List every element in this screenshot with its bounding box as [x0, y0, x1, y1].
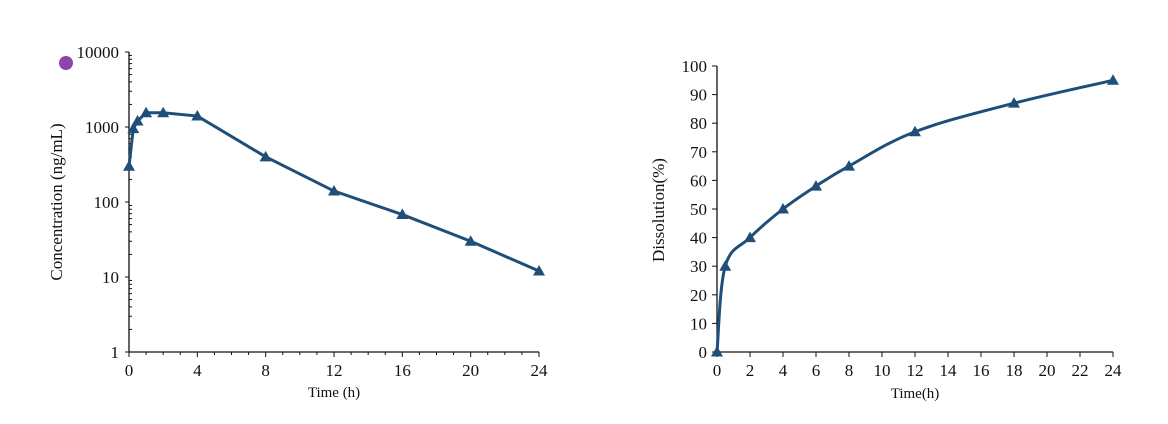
data-point: [131, 115, 144, 126]
y-tick-label: 70: [690, 143, 707, 162]
data-point: [123, 160, 135, 171]
y-tick-label: 10: [102, 268, 119, 287]
y-tick-label: 30: [690, 257, 707, 276]
x-tick-label: 6: [812, 361, 821, 380]
y-tick-label: 20: [690, 286, 707, 305]
y-tick-label: 10: [690, 314, 707, 333]
x-tick-label: 8: [845, 361, 854, 380]
x-tick-label: 14: [940, 361, 958, 380]
x-tick-label: 12: [907, 361, 924, 380]
x-tick-label: 4: [193, 361, 202, 380]
series-line: [715, 78, 1114, 353]
data-point: [711, 346, 723, 357]
x-tick-label: 16: [394, 361, 411, 380]
data-point: [259, 150, 272, 162]
data-point: [909, 125, 921, 137]
y-tick-label: 10000: [77, 43, 120, 62]
data-point: [464, 235, 477, 246]
data-point: [810, 180, 822, 191]
data-point: [533, 265, 545, 276]
x-tick-label: 2: [746, 361, 755, 380]
data-point: [127, 122, 140, 134]
x-tick-label: 8: [261, 361, 270, 380]
y-axis-label: Concentration (ng/mL): [47, 123, 66, 280]
data-point: [1107, 74, 1119, 85]
data-point: [843, 160, 855, 171]
y-tick-label: 1: [111, 343, 120, 362]
x-tick-label: 24: [531, 361, 549, 380]
y-tick-label: 40: [690, 229, 707, 248]
data-point: [191, 110, 204, 121]
x-tick-label: 18: [1006, 361, 1023, 380]
x-tick-label: 0: [125, 361, 134, 380]
x-tick-label: 10: [874, 361, 891, 380]
x-tick-label: 24: [1105, 361, 1123, 380]
data-point: [1008, 97, 1020, 108]
concentration-chart: Time (h) Concentration (ng/mL) 1 10 100 100…: [47, 43, 548, 401]
data-point: [328, 185, 340, 196]
y-tick-label: 80: [690, 114, 707, 133]
y-tick-label: 60: [690, 171, 707, 190]
data-point: [140, 106, 153, 118]
data-point: [719, 260, 732, 271]
y-axis-label: Dissolution(%): [649, 158, 668, 262]
purple-marker-dot: [59, 56, 73, 70]
x-axis-label: Time (h): [308, 385, 360, 401]
y-tick-label: 90: [690, 86, 707, 105]
data-point: [777, 203, 789, 214]
x-tick-label: 20: [1039, 361, 1056, 380]
y-tick-label: 0: [699, 343, 708, 362]
data-point: [744, 231, 756, 243]
dissolution-chart: Time(h) Dissolution(%) 01020304050607080…: [649, 57, 1122, 402]
y-tick-label: 100: [94, 193, 120, 212]
x-axis-label: Time(h): [891, 386, 940, 402]
x-tick-label: 16: [973, 361, 990, 380]
x-tick-label: 4: [779, 361, 788, 380]
x-tick-label: 12: [326, 361, 343, 380]
x-tick-label: 0: [713, 361, 722, 380]
x-tick-label: 20: [462, 361, 479, 380]
x-tick-label: 22: [1072, 361, 1089, 380]
y-tick-label: 100: [682, 57, 708, 76]
data-point: [396, 208, 409, 220]
data-point: [157, 106, 170, 118]
y-tick-label: 50: [690, 200, 707, 219]
y-tick-label: 1000: [85, 118, 119, 137]
